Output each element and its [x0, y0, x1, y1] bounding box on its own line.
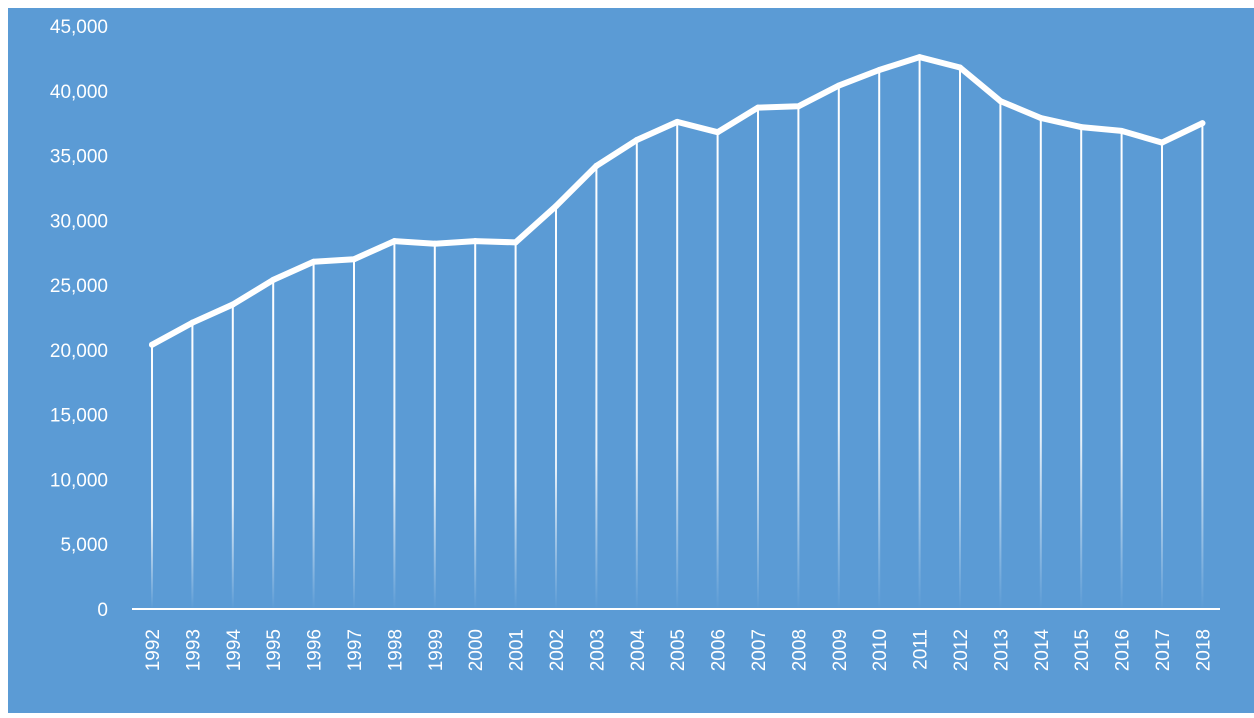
x-tick-label: 1999 [426, 629, 447, 671]
drop-line [514, 242, 517, 609]
line-chart: 0 5,000 10,000 15,000 20,000 25,000 30,000 35,0… [50, 17, 1220, 672]
drop-line [676, 121, 679, 610]
data-point [593, 162, 600, 169]
series-group [149, 54, 1206, 348]
x-tick-label: 2011 [911, 629, 932, 670]
x-tick-label: 2007 [749, 629, 770, 671]
drop-line [555, 206, 557, 610]
x-tick-label: 2006 [709, 629, 730, 671]
y-tick-label: 35,000 [50, 147, 108, 168]
x-tick-label: 1998 [385, 629, 406, 671]
x-tick-label: 2004 [628, 629, 649, 672]
y-tick-label: 0 [97, 600, 108, 621]
data-point [957, 64, 963, 71]
data-point [835, 82, 842, 89]
x-tick-label: 2013 [991, 629, 1012, 671]
y-tick-label: 40,000 [50, 82, 108, 103]
x-tick-label: 1995 [264, 629, 285, 671]
drop-line [716, 132, 719, 609]
y-tick-label: 30,000 [50, 211, 108, 232]
data-point [270, 276, 277, 283]
x-tick-label: 2005 [668, 629, 689, 671]
drop-line [393, 241, 396, 609]
data-point [1199, 120, 1206, 127]
drop-line [999, 101, 1002, 610]
drop-line [757, 107, 759, 610]
data-point [431, 240, 438, 247]
x-tick-label: 2009 [830, 629, 851, 671]
x-tick-label: 2001 [507, 629, 528, 671]
data-point [189, 319, 196, 326]
chart-area: 0 5,000 10,000 15,000 20,000 25,000 30,000 35,0… [8, 8, 1254, 713]
drop-line [191, 322, 194, 609]
drop-line [959, 67, 961, 610]
x-tick-label: 1994 [224, 629, 245, 672]
drop-line [433, 243, 436, 610]
drop-line [353, 259, 355, 609]
y-tick-label: 25,000 [50, 276, 108, 297]
data-point [714, 129, 721, 136]
data-point [310, 258, 317, 265]
x-tick-label: 1992 [143, 629, 164, 671]
x-axis: 1992 1993 1994 1995 1996 1997 1998 1999 2000 2001… [132, 608, 1220, 672]
y-tick-label: 5,000 [60, 535, 108, 556]
data-point [1118, 127, 1125, 134]
x-tick-label: 2014 [1032, 629, 1053, 672]
x-tick-label: 2015 [1072, 629, 1093, 671]
x-tick-label: 2012 [951, 629, 972, 671]
drop-line [1120, 130, 1123, 609]
data-point [472, 238, 479, 245]
drop-line [312, 261, 315, 609]
y-axis: 0 5,000 10,000 15,000 20,000 25,000 30,000 35,0… [50, 17, 108, 621]
data-point [916, 54, 923, 61]
x-tick-label: 2010 [870, 629, 891, 671]
data-point [795, 103, 802, 110]
data-point [229, 301, 236, 308]
drop-line [151, 344, 153, 609]
x-tick-label: 2016 [1113, 629, 1134, 671]
x-tick-label: 2002 [547, 629, 568, 671]
data-point [633, 137, 640, 144]
data-point [755, 104, 761, 111]
drop-line [272, 279, 275, 609]
x-tick-label: 2017 [1153, 629, 1174, 671]
drop-line [918, 57, 921, 610]
drop-line [595, 165, 598, 610]
data-point [876, 67, 883, 74]
y-tick-label: 20,000 [50, 341, 108, 362]
y-tick-label: 45,000 [50, 17, 108, 38]
x-tick-label: 1997 [345, 629, 366, 671]
data-point [1159, 139, 1165, 146]
data-point [553, 203, 559, 210]
drop-line [878, 70, 881, 609]
x-tick-label: 2003 [587, 629, 608, 671]
drop-line [797, 106, 800, 609]
y-tick-label: 15,000 [50, 406, 108, 427]
drop-line [1039, 117, 1042, 610]
drop-line [231, 304, 234, 609]
data-point [1037, 114, 1044, 121]
data-point [351, 256, 357, 263]
drop-line [635, 140, 638, 609]
x-tick-label: 1996 [305, 629, 326, 671]
drop-lines [151, 57, 1204, 610]
drop-line [1201, 123, 1204, 610]
data-point [512, 239, 519, 246]
drop-line [837, 85, 840, 609]
x-tick-label: 2008 [789, 629, 810, 671]
x-tick-label: 2000 [466, 629, 487, 671]
drop-line [1080, 127, 1083, 609]
drop-line [474, 241, 477, 609]
data-point [391, 238, 398, 245]
data-point [997, 98, 1004, 105]
x-tick-label: 1993 [183, 629, 204, 671]
y-tick-label: 10,000 [50, 470, 108, 491]
drop-line [1161, 142, 1163, 609]
x-tick-label: 2018 [1193, 629, 1214, 671]
data-point [674, 118, 681, 125]
data-point [149, 341, 155, 348]
data-point [1078, 124, 1085, 131]
